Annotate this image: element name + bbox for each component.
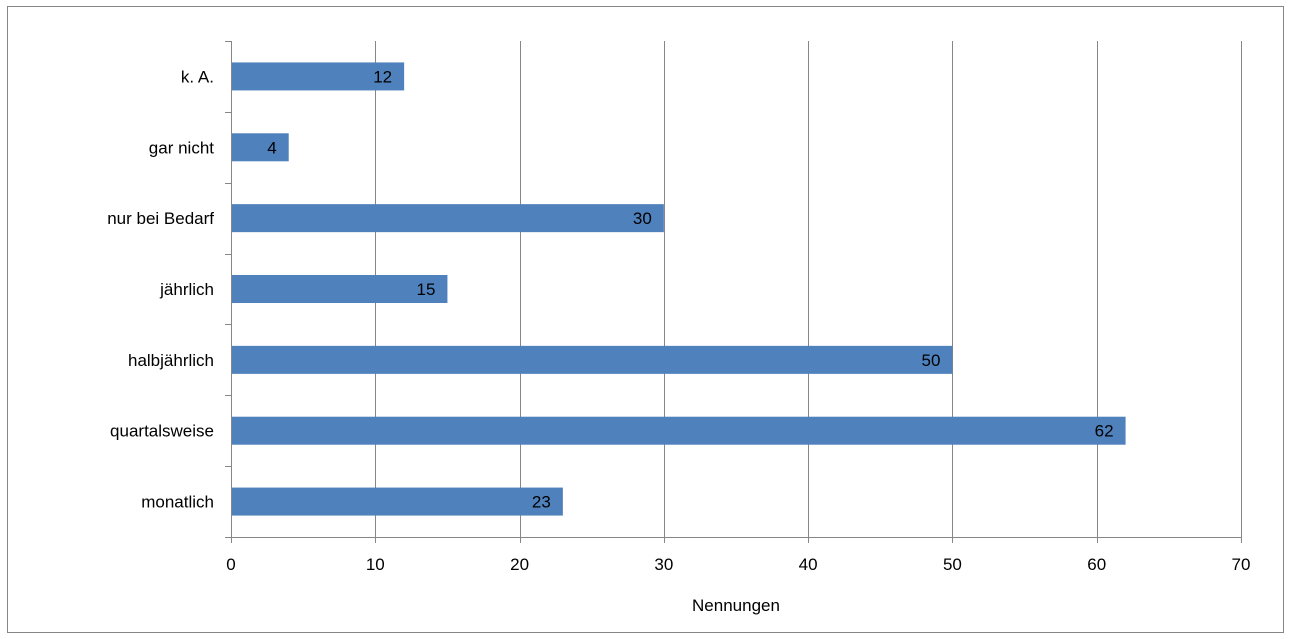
bar (231, 62, 405, 91)
category-label: k. A. (181, 67, 214, 86)
x-tick-label: 10 (366, 555, 385, 574)
data-label: 50 (922, 351, 941, 370)
bar (231, 204, 664, 233)
x-tick-label: 40 (799, 555, 818, 574)
axes-layer (225, 41, 1242, 543)
bars-layer (231, 62, 1126, 516)
grid-layer (375, 41, 1242, 537)
data-label: 23 (532, 493, 551, 512)
x-tick-label: 60 (1087, 555, 1106, 574)
bar (231, 345, 953, 374)
bar (231, 133, 289, 162)
category-label: quartalsweise (110, 422, 214, 441)
x-tick-label: 20 (510, 555, 529, 574)
x-axis-title: Nennungen (692, 596, 780, 615)
data-labels: 12 4 30 15 50 62 23 (267, 67, 1113, 511)
bar (231, 416, 1126, 445)
bar (231, 275, 448, 303)
bar (231, 487, 563, 516)
chart-frame (7, 6, 1284, 633)
x-tick-label: 0 (226, 555, 235, 574)
data-label: 30 (633, 209, 652, 228)
category-label: halbjährlich (128, 351, 214, 370)
category-label: jährlich (159, 280, 214, 299)
category-labels: k. A. gar nicht nur bei Bedarf jährlich halb… (107, 67, 214, 511)
data-label: 62 (1095, 422, 1114, 441)
category-label: monatlich (141, 493, 214, 512)
x-tick-label: 70 (1232, 555, 1251, 574)
category-label: gar nicht (149, 138, 214, 157)
data-label: 4 (267, 138, 276, 157)
category-label: nur bei Bedarf (107, 209, 214, 228)
x-tick-labels: 0 10 20 30 40 50 60 70 (226, 555, 1250, 574)
x-tick-label: 30 (654, 555, 673, 574)
data-label: 15 (417, 280, 436, 299)
x-tick-label: 50 (943, 555, 962, 574)
data-label: 12 (373, 67, 392, 86)
